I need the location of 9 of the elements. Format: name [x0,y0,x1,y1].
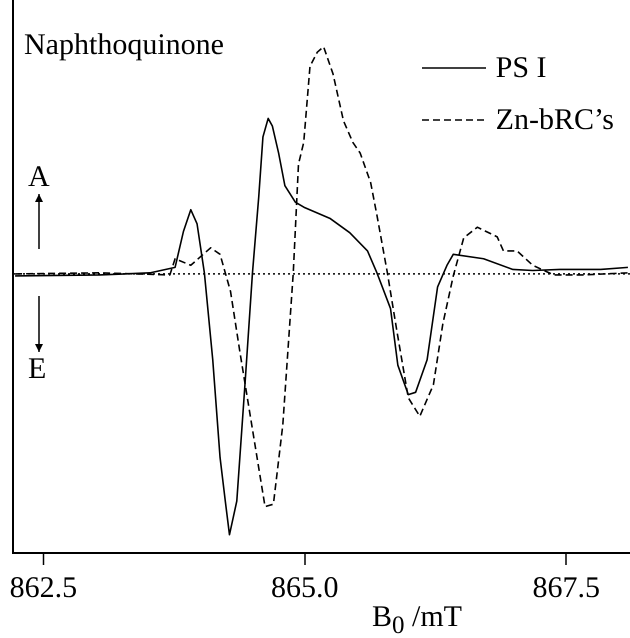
x-tick-label: 862.5 [10,570,78,604]
legend-label: Zn-bRC’s [496,103,614,137]
annotation: E [28,352,46,385]
x-tick-label: 865.0 [271,570,339,604]
chart-title: Naphthoquinone [24,28,224,61]
annotation: A [28,160,50,193]
x-axis-title: B$_{0}$ /mT [372,600,462,638]
legend-label: PS I [496,51,546,85]
x-tick-label: 867.5 [532,570,600,604]
